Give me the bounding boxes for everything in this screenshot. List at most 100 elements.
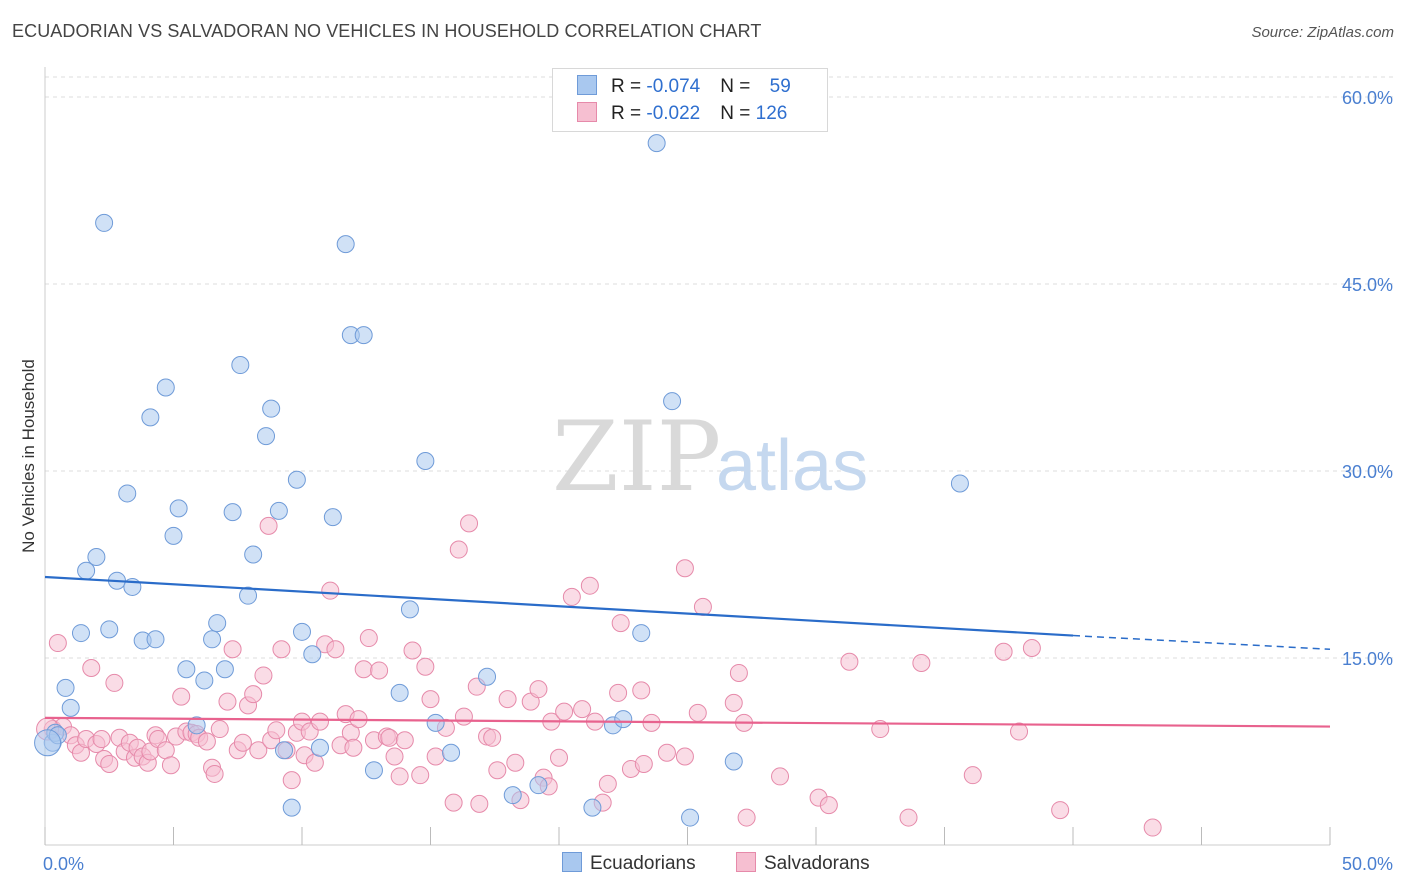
ecuadorian-point	[647, 134, 666, 153]
axes	[44, 67, 1331, 846]
salvadoran-point	[454, 707, 473, 726]
salvadoran-point	[267, 721, 286, 740]
salvadoran-point	[48, 634, 67, 653]
ecuadorian-point	[310, 738, 329, 757]
salvadoran-point	[675, 747, 694, 766]
legend-r-label: R =	[611, 103, 647, 124]
salvadoran-point	[498, 690, 517, 709]
x-tick-labels: 0.0% 50.0%	[43, 854, 1393, 874]
watermark-atlas: atlas	[716, 426, 868, 506]
salvadoran-point	[675, 559, 694, 578]
bottom-legend-label: Salvadorans	[764, 853, 870, 874]
salvadoran-point	[259, 516, 278, 535]
legend-r-value: -0.022	[646, 103, 701, 124]
ecuadorian-point	[950, 474, 969, 493]
salvadoran-point	[223, 640, 242, 659]
salvadoran-point	[444, 793, 463, 812]
salvadoran-point	[282, 771, 301, 790]
salvadoran-point	[693, 597, 712, 616]
salvadoran-point	[1143, 818, 1162, 837]
salvadoran-point	[82, 658, 101, 677]
y-tick-label: 30.0%	[1342, 462, 1393, 482]
salvadoran-point	[197, 732, 216, 751]
salvadoran-point	[963, 766, 982, 785]
ecuadorian-point	[56, 678, 75, 697]
ecuadorian-point	[354, 326, 373, 345]
salvadoran-point	[729, 663, 748, 682]
salvadoran-point	[205, 764, 224, 783]
ecuadorian-point	[681, 808, 700, 827]
legend-n-label: N =	[720, 76, 756, 97]
ecuadorian-point	[323, 508, 342, 527]
salvadoran-point	[634, 754, 653, 773]
ecuadorian-point	[287, 470, 306, 489]
y-tick-label: 60.0%	[1342, 88, 1393, 108]
salvadoran-point	[310, 712, 329, 731]
salvadoran-point	[632, 681, 651, 700]
salvadoran-point	[305, 753, 324, 772]
ecuadorian-point	[583, 798, 602, 817]
salvadoran-point	[550, 748, 568, 767]
salvadoran-point	[611, 614, 630, 633]
legend-row-salvadorans: R = -0.022 N = 126	[577, 102, 787, 126]
legend-n-value: 59	[769, 76, 791, 97]
ecuadorian-point	[269, 501, 288, 520]
salvadoran-point	[912, 653, 931, 672]
salvadoran-point	[411, 766, 430, 785]
salvadoran-point	[344, 738, 363, 757]
legend-n-value: 126	[755, 103, 788, 124]
ecuadorian-point	[663, 392, 682, 411]
salvadoran-point	[370, 661, 389, 680]
ecuadorian-point	[141, 408, 160, 427]
salvadoran-point	[598, 774, 617, 793]
bottom-legend-salvadorans: Salvadorans	[736, 852, 870, 875]
salvadoran-point	[483, 728, 502, 747]
ecuadorian-point	[503, 786, 522, 805]
salvadoran-point	[218, 692, 237, 711]
salvadoran-point	[403, 641, 422, 660]
salvadoran-point	[573, 700, 592, 719]
salvadoran-point	[426, 747, 445, 766]
salvadoran-point	[395, 731, 414, 750]
legend-n-label: N =	[720, 103, 756, 124]
salvadoran-point	[100, 754, 119, 773]
salvadoran-point	[380, 728, 399, 747]
ecuadorian-point	[724, 752, 743, 771]
salvadoran-point	[233, 733, 252, 752]
salvadoran-point	[724, 693, 743, 712]
salvadoran-point	[390, 767, 409, 786]
salvadoran-point	[771, 767, 790, 786]
salvadoran-point	[737, 808, 756, 827]
legend-swatch-pink	[577, 102, 597, 122]
legend-r-label: R =	[611, 76, 647, 97]
salvadoran-point	[272, 640, 291, 659]
salvadoran-point	[359, 629, 378, 648]
ecuadorian-point	[146, 630, 165, 649]
ecuadorian-point	[177, 660, 196, 679]
ecuadorian-point	[632, 624, 651, 643]
legend-row-ecuadorians: R = -0.074 N = 59	[577, 75, 791, 99]
salvadoran-point	[244, 685, 263, 704]
salvadoran-point	[899, 808, 918, 827]
y-tick-label: 45.0%	[1342, 275, 1393, 295]
salvadoran-point	[994, 642, 1013, 661]
ecuadorian-point	[529, 776, 548, 795]
x-tick-label: 50.0%	[1342, 854, 1393, 874]
salvadoran-point	[92, 730, 111, 749]
ecuadorian-point	[239, 586, 258, 605]
source-credit: Source: ZipAtlas.com	[1251, 24, 1394, 41]
salvadoran-point	[210, 720, 229, 739]
ecuadorian-point	[390, 683, 409, 702]
y-tick-label: 15.0%	[1342, 649, 1393, 669]
ecuadorian-point	[400, 600, 419, 619]
x-tick-label: 0.0%	[43, 854, 84, 874]
salvadoran-point	[871, 720, 890, 739]
salvadoran-point	[609, 683, 628, 702]
ecuadorian-point	[95, 213, 114, 232]
ecuadorian-points	[34, 134, 969, 827]
salvadoran-point	[580, 576, 599, 595]
ecuadorian-point	[195, 671, 214, 690]
ecuadorian-point	[364, 761, 383, 780]
salvadoran-point	[1051, 801, 1070, 820]
